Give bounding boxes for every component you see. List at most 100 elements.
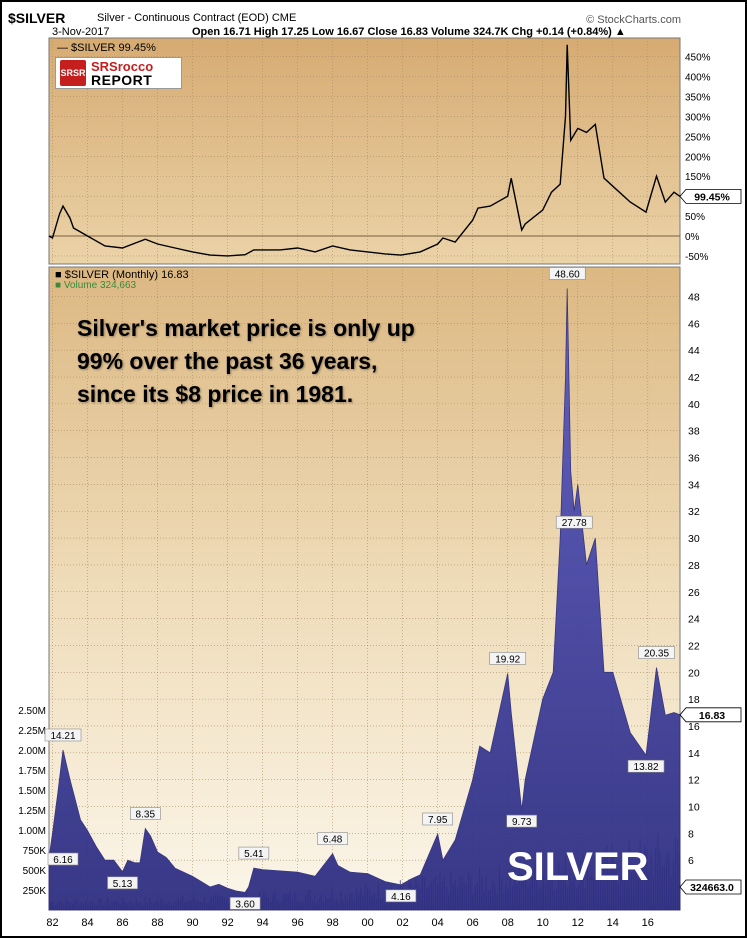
- main-y-tick-label: 46: [688, 318, 700, 330]
- main-last-value-tag-box: [679, 707, 742, 723]
- main-y-tick-label: 32: [688, 506, 700, 518]
- price-label: 7.95: [428, 815, 448, 826]
- main-y-tick-label: 14: [688, 748, 700, 760]
- price-label-box: [638, 646, 675, 659]
- price-label-box: [229, 897, 261, 910]
- main-last-value-tag: 16.83: [679, 707, 742, 723]
- price-label-box: [627, 759, 665, 773]
- x-tick-label: 82: [46, 917, 58, 929]
- chart-date: 3-Nov-2017: [52, 26, 110, 38]
- main-y-tick-label: 10: [688, 801, 700, 813]
- top-y-tick-label: 150%: [685, 172, 711, 183]
- price-label: 27.78: [562, 518, 587, 529]
- price-label-box: [129, 807, 161, 820]
- x-tick-label: 00: [362, 917, 374, 929]
- percent-line: [48, 44, 681, 257]
- chart-symbol: $SILVER: [8, 10, 66, 26]
- x-tick-label: 10: [537, 917, 549, 929]
- price-label-box: [506, 814, 538, 828]
- price-label: 19.92: [495, 654, 520, 665]
- main-y-tick-label: 38: [688, 426, 700, 438]
- price-label-box: [385, 889, 417, 903]
- x-tick-label: 96: [291, 917, 303, 929]
- main-y-tick-label: 42: [688, 372, 700, 384]
- price-label: 4.16: [391, 892, 411, 903]
- annotation-line-1: Silver's market price is only up: [77, 315, 415, 341]
- price-label-box: [489, 652, 527, 665]
- top-y-tick-label: 450%: [685, 53, 711, 64]
- price-label: 6.48: [323, 835, 343, 846]
- main-y-tick-label: 24: [688, 614, 700, 626]
- x-tick-label: 02: [397, 917, 409, 929]
- price-label-box: [548, 267, 586, 280]
- main-y-tick-label: 48: [688, 292, 700, 304]
- price-label-box: [47, 852, 79, 866]
- volume-y-tick-label: 2.00M: [18, 746, 46, 757]
- volume-last-value-tag: 324663.0: [679, 879, 742, 895]
- price-label: 8.35: [136, 810, 156, 821]
- x-tick-label: 06: [467, 917, 479, 929]
- price-label: 5.41: [244, 849, 264, 860]
- price-label-box: [422, 812, 453, 826]
- x-tick-label: 94: [256, 917, 268, 929]
- source-credit: © StockCharts.com: [586, 14, 681, 26]
- top-y-tick-label: 0%: [685, 232, 700, 243]
- price-label-box: [44, 728, 82, 742]
- x-tick-label: 04: [432, 917, 444, 929]
- main-y-tick-label: 16: [688, 721, 700, 733]
- top-last-value-tag: 99.45%: [679, 188, 742, 204]
- ohlc-readout: Open 16.71 High 17.25 Low 16.67 Close 16…: [192, 26, 626, 38]
- main-y-tick-label: 44: [688, 345, 700, 357]
- x-tick-label: 86: [116, 917, 128, 929]
- annotation-line-2: 99% over the past 36 years,: [77, 348, 378, 374]
- x-tick-label: 92: [221, 917, 233, 929]
- x-tick-label: 88: [151, 917, 163, 929]
- logo-mark: SRSR: [60, 60, 86, 86]
- x-tick-label: 08: [502, 917, 514, 929]
- price-label: 3.60: [235, 899, 255, 910]
- x-tick-label: 84: [81, 917, 93, 929]
- price-label: 48.60: [555, 269, 580, 280]
- main-y-tick-label: 12: [688, 775, 700, 787]
- top-y-tick-label: 300%: [685, 112, 711, 123]
- main-y-tick-label: 8: [688, 828, 694, 840]
- price-label-box: [238, 846, 270, 860]
- logo-line2: REPORT: [91, 72, 153, 88]
- top-last-value-tag-box: [679, 188, 742, 204]
- x-tick-label: 98: [327, 917, 339, 929]
- main-y-tick-label: 26: [688, 587, 700, 599]
- annotation-line-3: since its $8 price in 1981.: [77, 381, 354, 407]
- volume-y-tick-label: 2.25M: [18, 726, 46, 737]
- legend-main-panel: ■ $SILVER (Monthly) 16.83: [55, 269, 189, 281]
- silver-watermark: SILVER: [507, 845, 649, 889]
- x-tick-label: 16: [642, 917, 654, 929]
- main-y-tick-label: 20: [688, 667, 700, 679]
- main-y-tick-label: 40: [688, 399, 700, 411]
- volume-y-tick-label: 1.75M: [18, 766, 46, 777]
- price-label: 13.82: [634, 762, 659, 773]
- volume-y-tick-label: 250K: [23, 886, 47, 897]
- logo-line1: SRSrocco: [91, 59, 154, 74]
- price-label: 5.13: [113, 879, 133, 890]
- price-label: 20.35: [644, 649, 669, 660]
- main-y-tick-label: 6: [688, 855, 694, 867]
- main-last-value-tag-text: 16.83: [699, 710, 725, 722]
- price-label-box: [317, 832, 348, 846]
- volume-y-tick-label: 1.50M: [18, 786, 46, 797]
- volume-y-tick-label: 1.25M: [18, 806, 46, 817]
- srsrocco-logo: SRSR SRSrocco REPORT: [55, 57, 182, 89]
- x-tick-label: 12: [572, 917, 584, 929]
- top-y-tick-label: 200%: [685, 152, 711, 163]
- price-area: [48, 288, 681, 911]
- top-y-tick-label: 350%: [685, 93, 711, 104]
- x-tick-label: 90: [186, 917, 198, 929]
- price-label: 6.16: [53, 855, 73, 866]
- legend-volume: ■ Volume 324,663: [55, 280, 137, 291]
- top-y-tick-label: -50%: [685, 252, 708, 263]
- volume-y-tick-label: 1.00M: [18, 826, 46, 837]
- main-y-tick-label: 36: [688, 453, 700, 465]
- top-last-value-tag-text: 99.45%: [694, 191, 730, 203]
- main-y-tick-label: 30: [688, 533, 700, 545]
